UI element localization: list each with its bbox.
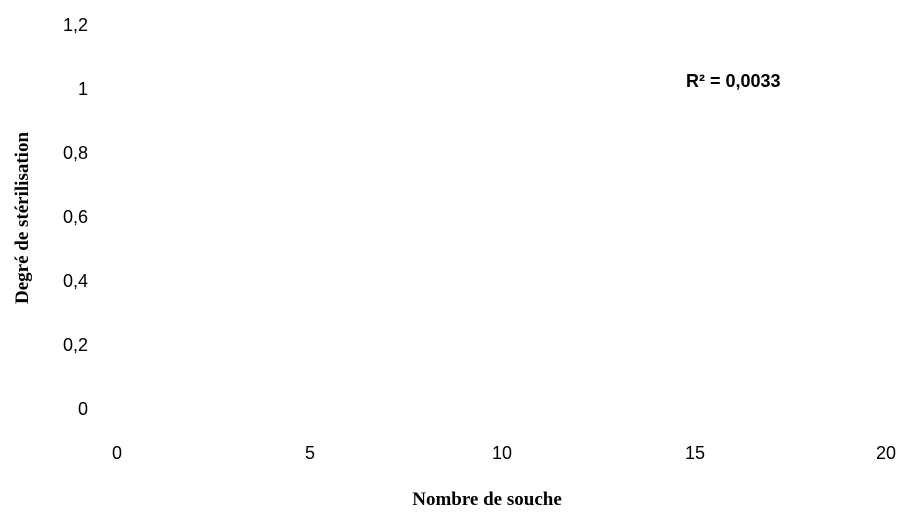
y-tick-label: 0,8: [63, 143, 88, 163]
x-tick-label: 0: [112, 443, 122, 463]
x-tick-label: 5: [305, 443, 315, 463]
y-tick-label: 1,2: [63, 15, 88, 35]
x-axis-title: Nombre de souche: [412, 489, 562, 510]
y-axis-ticks: 0 0,2 0,4 0,6 0,8 1 1,2: [63, 15, 88, 419]
y-axis-title: Degré de stérilisation: [12, 132, 33, 304]
x-tick-label: 20: [876, 443, 896, 463]
x-axis-ticks: 0 5 10 15 20: [112, 443, 896, 463]
y-tick-label: 0,2: [63, 335, 88, 355]
y-tick-label: 0,4: [63, 271, 88, 291]
x-tick-label: 10: [492, 443, 512, 463]
r-squared-annotation: R² = 0,0033: [686, 71, 781, 91]
y-tick-label: 1: [78, 79, 88, 99]
y-tick-label: 0,6: [63, 207, 88, 227]
y-tick-label: 0: [78, 399, 88, 419]
x-tick-label: 15: [685, 443, 705, 463]
